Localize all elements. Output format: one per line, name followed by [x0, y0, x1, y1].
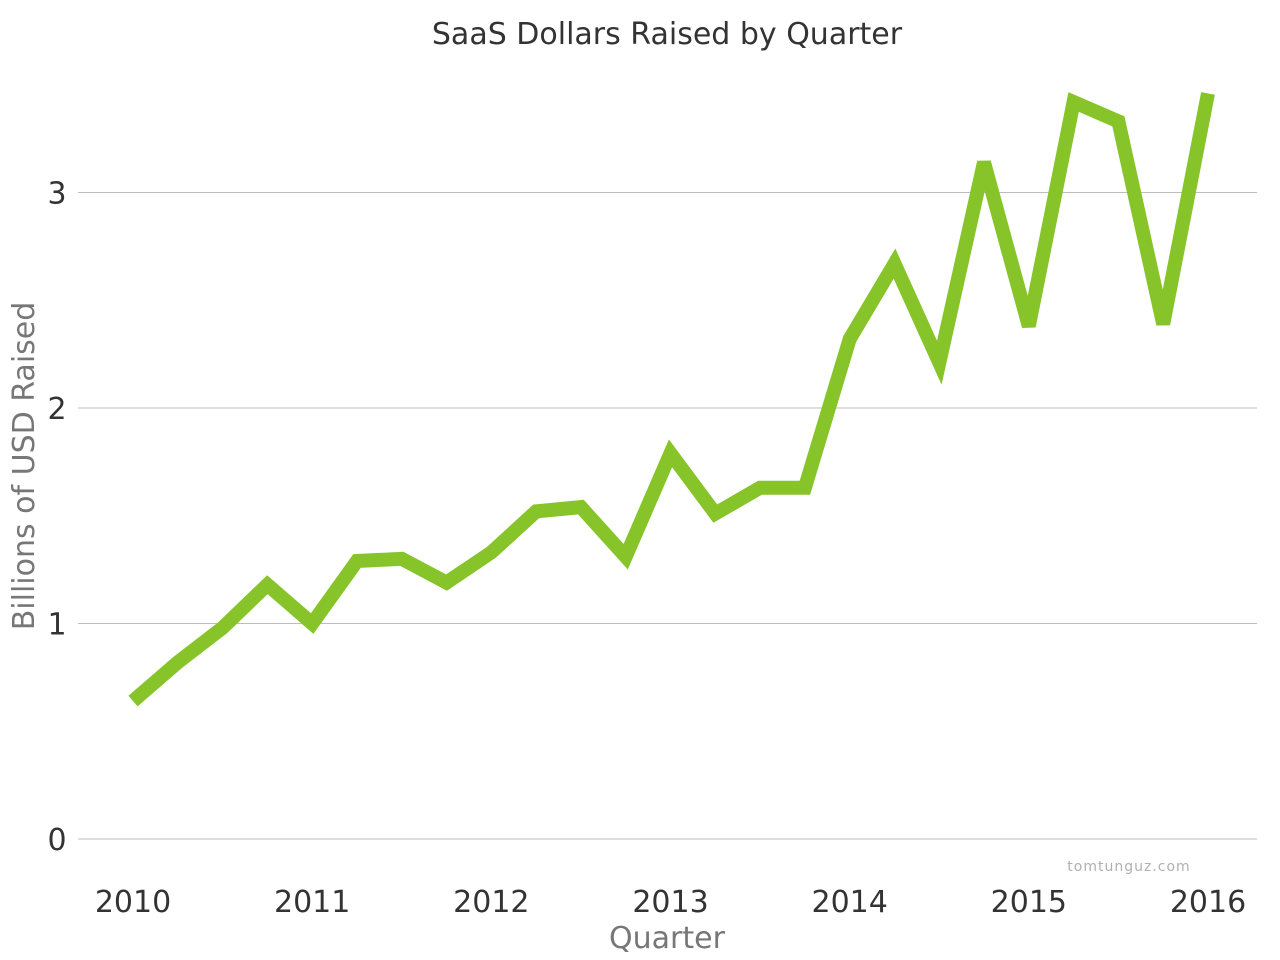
y-axis-label: Billions of USD Raised — [7, 302, 42, 631]
gridlines — [78, 192, 1257, 840]
y-tick-label: 3 — [47, 177, 66, 212]
x-tick-label: 2011 — [274, 885, 350, 920]
x-tick-label: 2015 — [991, 885, 1067, 920]
y-tick-label: 1 — [47, 608, 66, 643]
x-tick-label: 2012 — [453, 885, 529, 920]
x-axis-label: Quarter — [609, 921, 726, 956]
x-axis-ticks: 2010 2011 2012 2013 2014 2015 2016 — [95, 885, 1246, 920]
series-line — [128, 92, 1215, 707]
y-tick-label: 0 — [47, 823, 66, 858]
x-tick-label: 2016 — [1170, 885, 1246, 920]
chart-title: SaaS Dollars Raised by Quarter — [432, 17, 903, 52]
y-tick-label: 2 — [47, 392, 66, 427]
source-credit-text: tomtunguz.com — [1067, 859, 1190, 875]
y-axis-ticks: 0 1 2 3 — [47, 177, 66, 859]
x-tick-label: 2014 — [811, 885, 887, 920]
x-tick-label: 2010 — [95, 885, 171, 920]
x-tick-label: 2013 — [632, 885, 708, 920]
